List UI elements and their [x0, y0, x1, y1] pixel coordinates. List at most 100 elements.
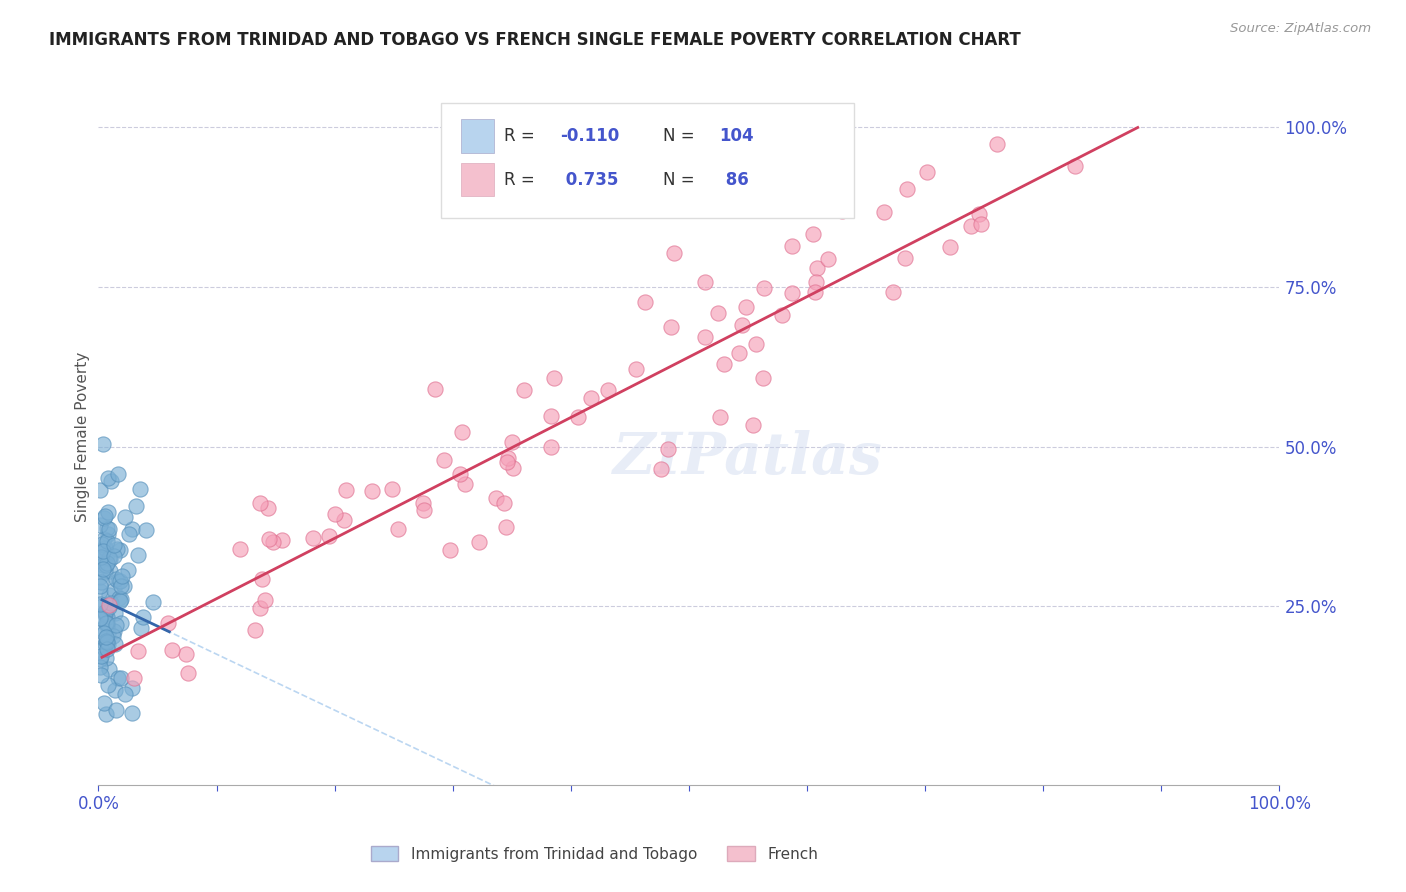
Point — [93, 510, 115, 524]
Point — [413, 502, 436, 516]
Point — [801, 227, 824, 241]
Point — [107, 671, 129, 685]
Point — [110, 592, 132, 607]
Point — [634, 294, 657, 309]
Point — [657, 442, 679, 457]
Point — [735, 300, 758, 314]
Point — [986, 137, 1008, 152]
Point — [105, 541, 128, 556]
Point — [103, 607, 125, 621]
Y-axis label: Single Female Poverty: Single Female Poverty — [75, 352, 90, 522]
Point — [540, 440, 562, 454]
Point — [96, 706, 118, 721]
Point — [128, 482, 150, 496]
Point — [103, 624, 125, 638]
Point — [98, 564, 121, 578]
Point — [118, 527, 141, 541]
Text: N =: N = — [664, 127, 700, 145]
Point — [709, 410, 731, 425]
Point — [624, 362, 647, 376]
Point — [90, 649, 112, 664]
Point — [91, 557, 114, 571]
Point — [439, 542, 461, 557]
Point — [262, 535, 284, 549]
Point — [93, 509, 115, 524]
FancyBboxPatch shape — [461, 163, 494, 196]
Point — [125, 500, 148, 514]
Point — [90, 549, 112, 564]
Point — [894, 251, 917, 265]
Point — [141, 595, 163, 609]
Point — [495, 455, 517, 469]
Point — [495, 520, 517, 534]
Point — [96, 618, 118, 632]
Point — [727, 345, 749, 359]
Point — [96, 534, 118, 549]
Point — [90, 623, 112, 637]
Text: N =: N = — [664, 170, 700, 188]
Point — [129, 621, 152, 635]
Point — [94, 541, 117, 556]
Text: IMMIGRANTS FROM TRINIDAD AND TOBAGO VS FRENCH SINGLE FEMALE POVERTY CORRELATION : IMMIGRANTS FROM TRINIDAD AND TOBAGO VS F… — [49, 31, 1021, 49]
Point — [91, 536, 114, 550]
Text: R =: R = — [503, 127, 540, 145]
Point — [104, 682, 127, 697]
Point — [101, 629, 124, 643]
Point — [100, 552, 122, 566]
Point — [97, 625, 120, 640]
Point — [492, 496, 515, 510]
Point — [121, 681, 143, 696]
Point — [650, 462, 672, 476]
Point — [454, 477, 477, 491]
Point — [112, 579, 135, 593]
Point — [89, 483, 111, 497]
Point — [114, 510, 136, 524]
Point — [89, 660, 111, 674]
Point — [96, 630, 118, 644]
Point — [108, 574, 131, 588]
Point — [108, 543, 131, 558]
Point — [806, 276, 828, 290]
Point — [752, 280, 775, 294]
Point — [501, 435, 523, 450]
Point — [94, 605, 117, 619]
Point — [693, 275, 716, 289]
Point — [89, 570, 111, 584]
Point — [105, 572, 128, 586]
Point — [229, 541, 252, 556]
Point — [751, 371, 773, 385]
FancyBboxPatch shape — [461, 120, 494, 153]
Point — [103, 582, 125, 597]
Point — [89, 518, 111, 533]
Point — [96, 634, 118, 648]
Text: 86: 86 — [720, 170, 748, 188]
Point — [93, 564, 115, 578]
Point — [97, 678, 120, 692]
Point — [94, 637, 117, 651]
Point — [91, 599, 114, 614]
Point — [451, 425, 474, 439]
Point — [127, 549, 149, 563]
Point — [97, 636, 120, 650]
Point — [114, 687, 136, 701]
Point — [91, 558, 114, 573]
Point — [803, 285, 825, 300]
Point — [960, 219, 983, 233]
Point — [93, 544, 115, 558]
Point — [939, 240, 962, 254]
Point — [97, 662, 120, 676]
Point — [94, 615, 117, 630]
Point — [969, 217, 991, 231]
Point — [271, 533, 294, 547]
Point — [96, 610, 118, 624]
Text: 104: 104 — [720, 127, 754, 145]
Point — [896, 181, 918, 195]
Point — [94, 607, 117, 621]
Point — [332, 513, 354, 527]
Point — [579, 391, 602, 405]
Point — [380, 483, 402, 497]
Point — [707, 305, 730, 319]
Point — [127, 644, 149, 658]
Point — [969, 207, 991, 221]
Point — [412, 496, 434, 510]
